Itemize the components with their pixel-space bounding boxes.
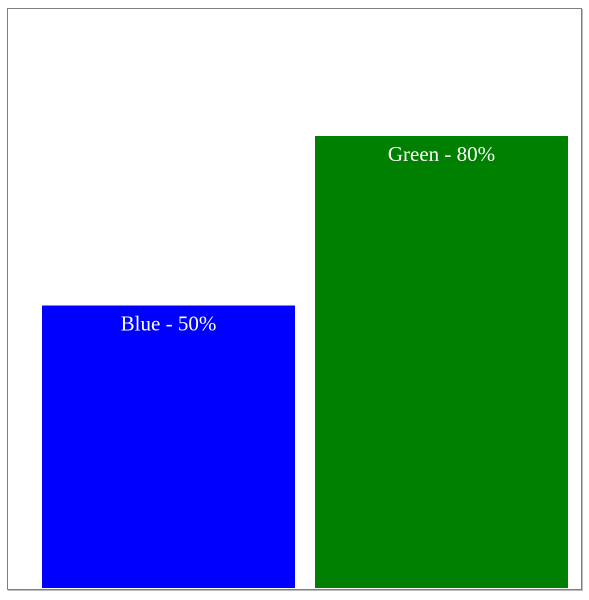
bar-green [315, 136, 568, 588]
labels-layer: Blue - 50% Green - 80% [121, 142, 495, 336]
bar-label-green: Green - 80% [388, 142, 495, 166]
bar-label-blue: Blue - 50% [121, 312, 217, 336]
bar-blue [42, 305, 295, 588]
bars-layer [42, 136, 568, 588]
